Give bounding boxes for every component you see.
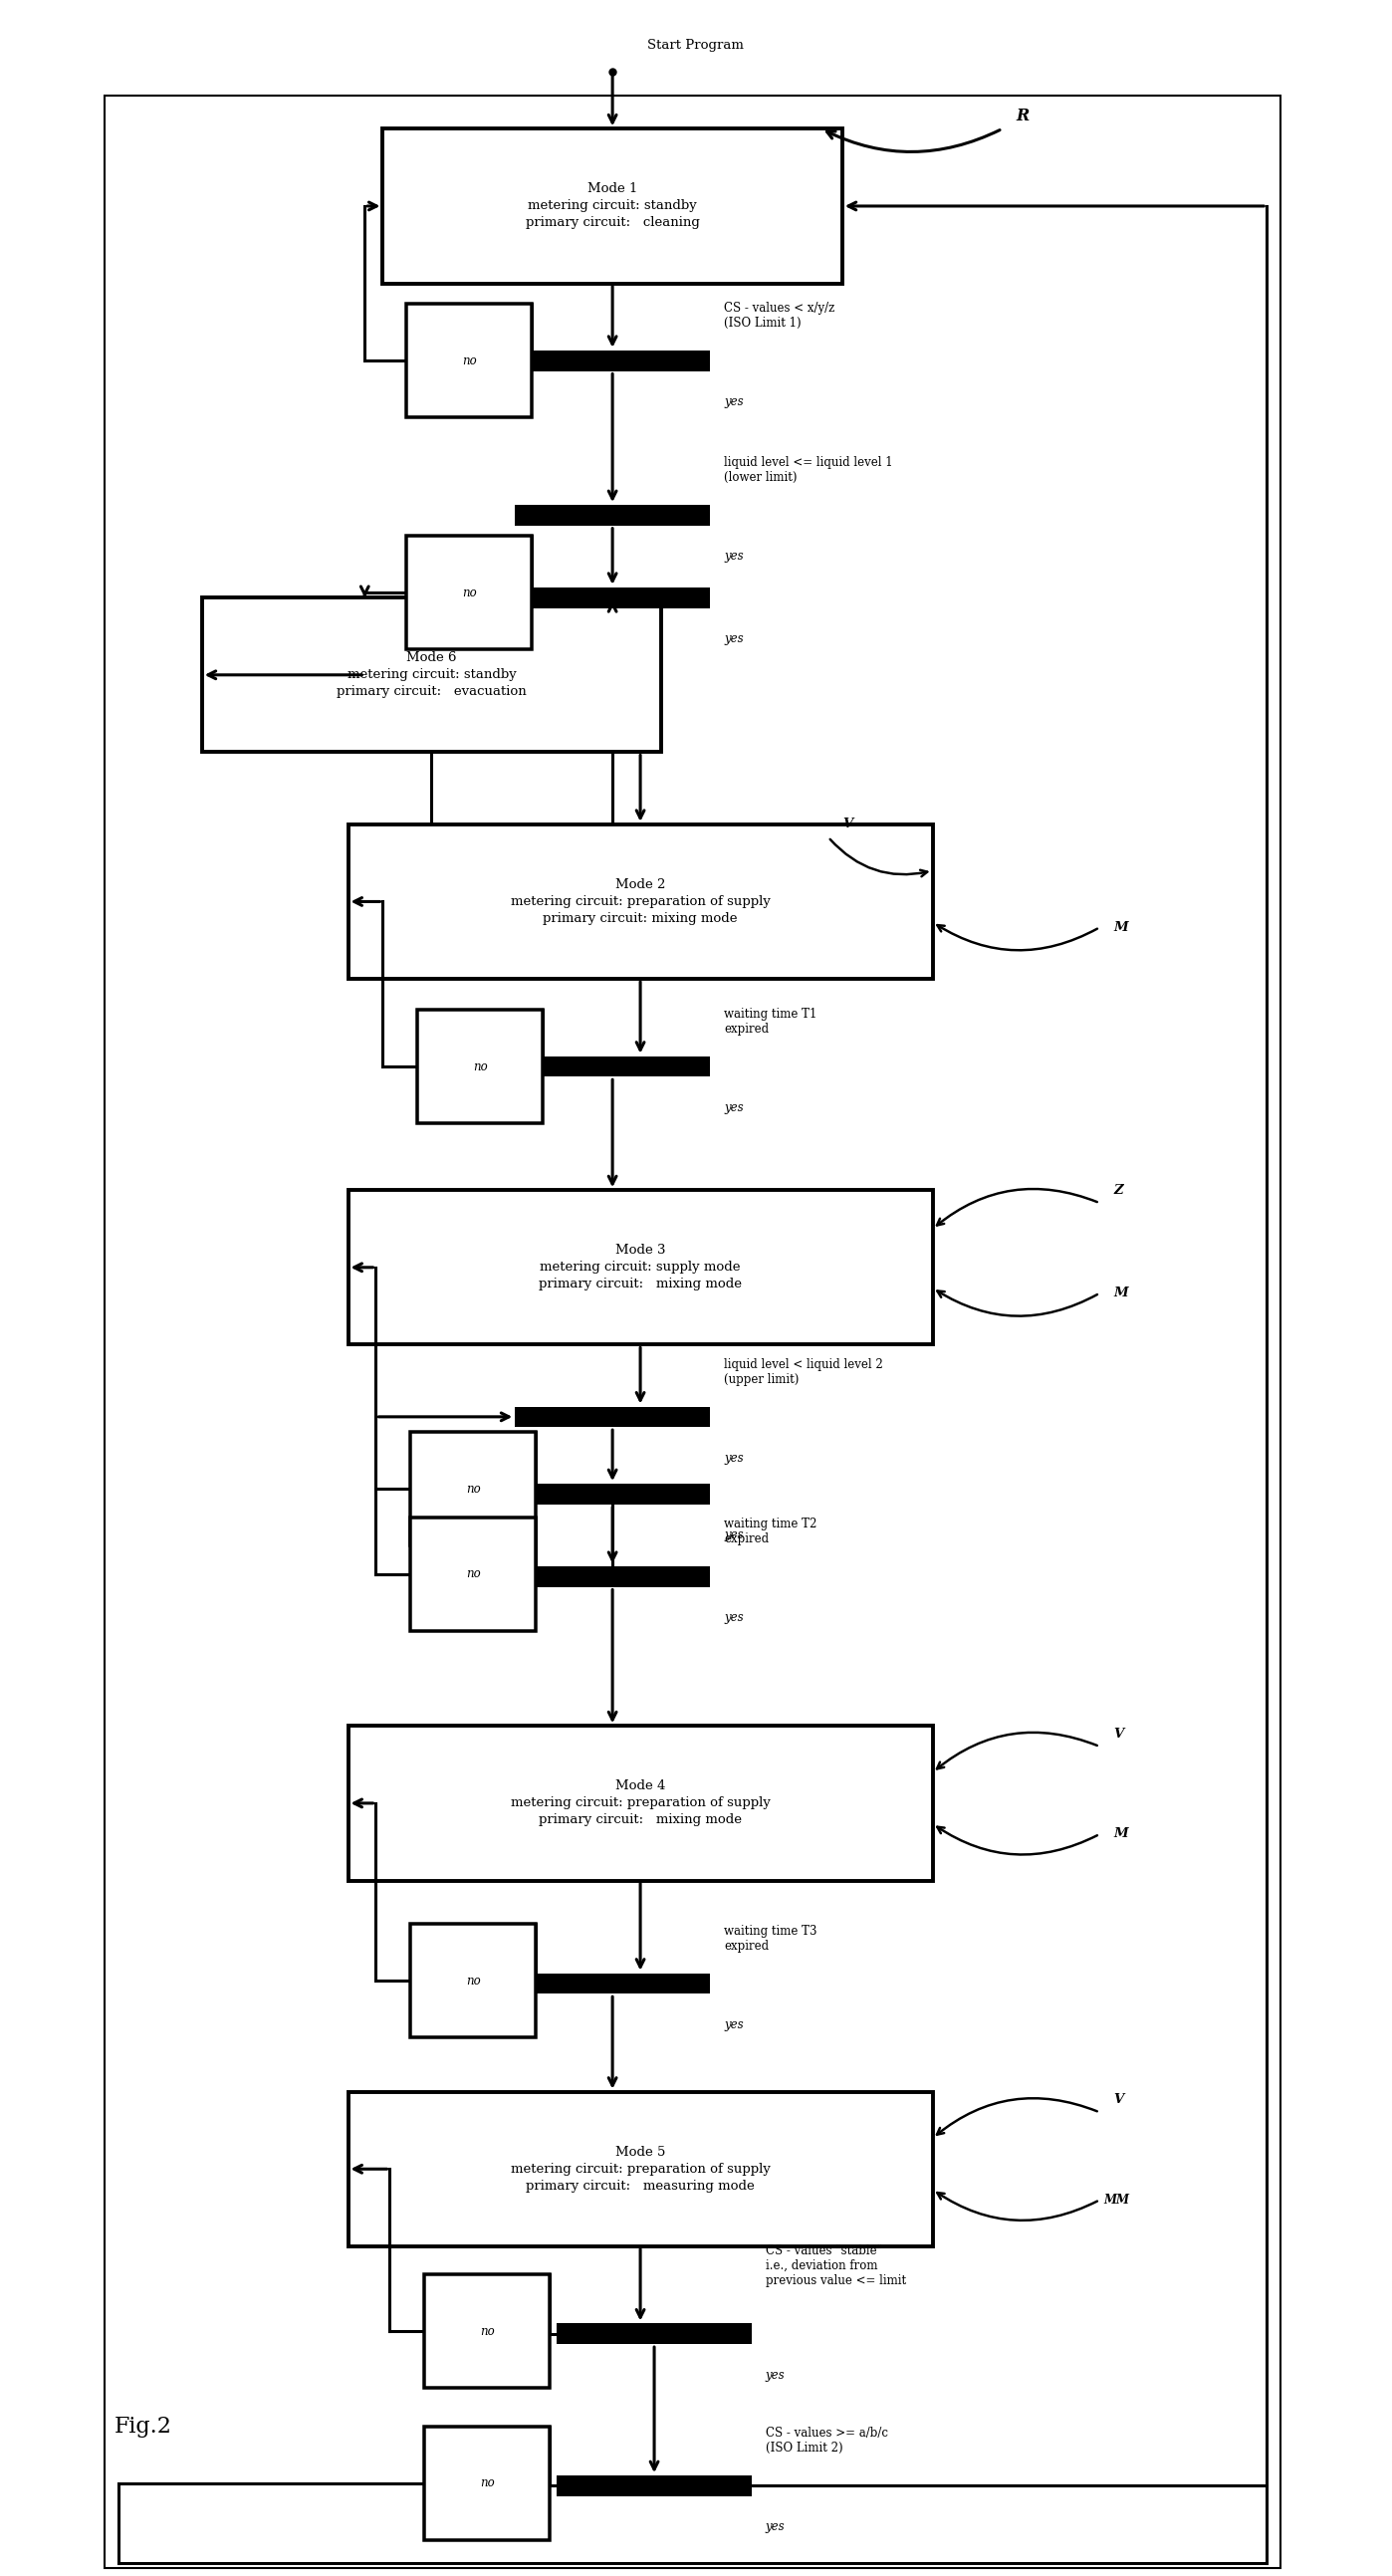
FancyBboxPatch shape <box>348 1726 933 1880</box>
Text: no: no <box>466 1566 480 1582</box>
FancyBboxPatch shape <box>425 2275 550 2388</box>
FancyBboxPatch shape <box>383 129 842 283</box>
Text: V: V <box>1114 1726 1123 1741</box>
Text: yes: yes <box>724 549 743 564</box>
FancyBboxPatch shape <box>515 1973 710 1994</box>
Text: V: V <box>1114 2092 1123 2107</box>
Text: yes: yes <box>724 2017 743 2032</box>
Text: Mode 1
metering circuit: standby
primary circuit:   cleaning: Mode 1 metering circuit: standby primary… <box>525 183 700 229</box>
FancyBboxPatch shape <box>515 1484 710 1504</box>
Text: yes: yes <box>724 631 743 647</box>
Text: yes: yes <box>766 2519 785 2535</box>
Text: CS - values >= a/b/c
(ISO Limit 2): CS - values >= a/b/c (ISO Limit 2) <box>766 2427 888 2455</box>
FancyBboxPatch shape <box>515 1406 710 1427</box>
Text: no: no <box>480 2476 494 2491</box>
FancyBboxPatch shape <box>515 350 710 371</box>
Text: Mode 6
metering circuit: standby
primary circuit:   evacuation: Mode 6 metering circuit: standby primary… <box>337 652 526 698</box>
FancyBboxPatch shape <box>411 1432 536 1546</box>
Text: no: no <box>462 353 476 368</box>
FancyBboxPatch shape <box>411 1924 536 2038</box>
Text: no: no <box>473 1059 487 1074</box>
Text: M: M <box>1114 1285 1128 1301</box>
FancyBboxPatch shape <box>202 598 661 752</box>
Text: CS - values "stable"
i.e., deviation from
previous value <= limit: CS - values "stable" i.e., deviation fro… <box>766 2244 906 2287</box>
Text: M: M <box>1114 1826 1128 1842</box>
Text: yes: yes <box>724 1100 743 1115</box>
FancyBboxPatch shape <box>515 505 710 526</box>
Text: yes: yes <box>724 394 743 410</box>
FancyBboxPatch shape <box>348 1190 933 1345</box>
Text: R: R <box>1016 108 1029 124</box>
Text: Mode 5
metering circuit: preparation of supply
primary circuit:   measuring mode: Mode 5 metering circuit: preparation of … <box>511 2146 770 2192</box>
Text: no: no <box>462 585 476 600</box>
Text: V: V <box>842 817 852 832</box>
Text: Start Program: Start Program <box>647 39 743 52</box>
Text: no: no <box>466 1973 480 1989</box>
Text: yes: yes <box>724 1450 743 1466</box>
Text: Fig.2: Fig.2 <box>114 2416 171 2437</box>
FancyBboxPatch shape <box>425 2427 550 2540</box>
Text: Mode 4
metering circuit: preparation of supply
primary circuit:   mixing mode: Mode 4 metering circuit: preparation of … <box>511 1780 770 1826</box>
Text: Mode 3
metering circuit: supply mode
primary circuit:   mixing mode: Mode 3 metering circuit: supply mode pri… <box>539 1244 742 1291</box>
FancyBboxPatch shape <box>348 2092 933 2246</box>
FancyBboxPatch shape <box>418 1010 543 1123</box>
Text: yes: yes <box>724 1528 743 1543</box>
FancyBboxPatch shape <box>411 1517 536 1631</box>
FancyBboxPatch shape <box>406 536 532 649</box>
Text: MM: MM <box>1104 2192 1130 2208</box>
FancyBboxPatch shape <box>557 2476 752 2496</box>
Text: waiting time T3
expired: waiting time T3 expired <box>724 1924 817 1953</box>
Text: liquid level < liquid level 2
(upper limit): liquid level < liquid level 2 (upper lim… <box>724 1358 883 1386</box>
Text: M: M <box>1114 920 1128 935</box>
Text: waiting time T1
expired: waiting time T1 expired <box>724 1007 817 1036</box>
Text: yes: yes <box>724 1610 743 1625</box>
Text: Z: Z <box>1114 1182 1123 1198</box>
Text: liquid level <= liquid level 1
(lower limit): liquid level <= liquid level 1 (lower li… <box>724 456 892 484</box>
FancyBboxPatch shape <box>515 1566 710 1587</box>
Text: yes: yes <box>766 2367 785 2383</box>
FancyBboxPatch shape <box>515 587 710 608</box>
FancyBboxPatch shape <box>348 824 933 979</box>
Text: waiting time T2
expired: waiting time T2 expired <box>724 1517 817 1546</box>
Text: Mode 2
metering circuit: preparation of supply
primary circuit: mixing mode: Mode 2 metering circuit: preparation of … <box>511 878 770 925</box>
Text: no: no <box>480 2324 494 2339</box>
FancyBboxPatch shape <box>557 2324 752 2344</box>
FancyBboxPatch shape <box>406 304 532 417</box>
Text: no: no <box>466 1481 480 1497</box>
FancyBboxPatch shape <box>515 1056 710 1077</box>
Text: CS - values < x/y/z
(ISO Limit 1): CS - values < x/y/z (ISO Limit 1) <box>724 301 835 330</box>
